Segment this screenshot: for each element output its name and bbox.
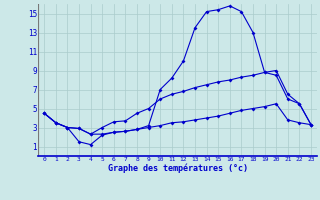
X-axis label: Graphe des températures (°c): Graphe des températures (°c) — [108, 164, 248, 173]
